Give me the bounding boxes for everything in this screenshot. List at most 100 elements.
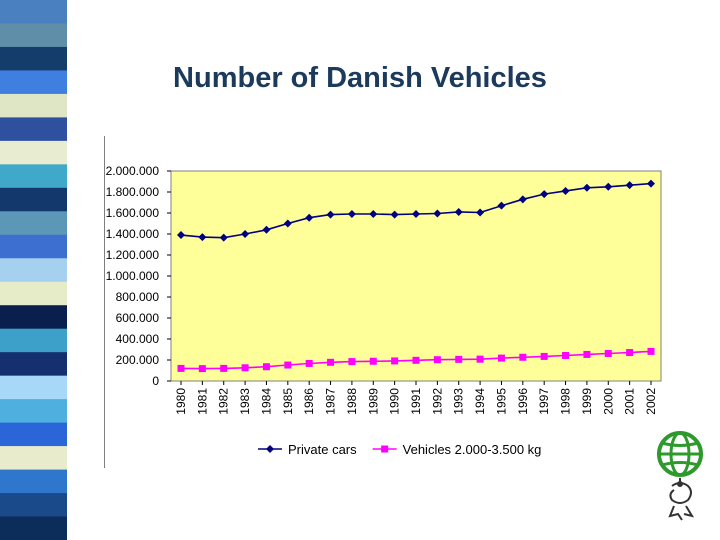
x-tick-label: 1992 — [430, 388, 444, 415]
stripe-block — [0, 70, 67, 95]
x-tick-label: 1987 — [324, 388, 338, 415]
stripe-block — [0, 23, 67, 48]
data-point-square — [562, 351, 570, 359]
stripe-block — [0, 46, 67, 71]
x-tick-label: 1983 — [238, 388, 252, 415]
data-point-diamond — [647, 179, 655, 188]
x-tick-label: 1988 — [345, 388, 359, 415]
slide-divider-line — [104, 136, 105, 468]
data-point-square — [391, 357, 399, 365]
x-tick-label: 2002 — [644, 388, 658, 415]
y-tick-label: 1.800.000 — [106, 185, 160, 199]
globe-logo-icon — [657, 431, 703, 521]
data-point-diamond — [476, 208, 485, 217]
stripe-block — [0, 422, 67, 447]
legend-label: Vehicles 2.000-3.500 kg — [403, 442, 542, 457]
data-point-square — [412, 356, 420, 364]
data-point-square — [476, 355, 484, 363]
slide-title: Number of Danish Vehicles — [173, 62, 547, 94]
data-point-diamond — [561, 186, 570, 195]
stripe-block — [0, 305, 67, 330]
x-tick-label: 1981 — [195, 388, 209, 415]
x-tick-label: 2000 — [601, 388, 615, 415]
x-tick-label: 1985 — [281, 388, 295, 415]
stripe-block — [0, 211, 67, 236]
stripe-block — [0, 164, 67, 189]
y-tick-label: 1.000.000 — [106, 269, 160, 283]
data-point-square — [583, 350, 591, 358]
y-tick-label: 1.200.000 — [106, 248, 160, 262]
x-tick-label: 1995 — [494, 388, 508, 415]
data-point-square — [177, 364, 185, 372]
data-point-diamond — [582, 183, 591, 192]
y-tick-label: 800.000 — [116, 290, 160, 304]
data-point-square — [284, 361, 292, 369]
x-tick-label: 1993 — [452, 388, 466, 415]
y-tick-label: 1.600.000 — [106, 206, 160, 220]
stripe-block — [0, 328, 67, 353]
decorative-color-stripe — [0, 0, 67, 540]
data-point-square — [455, 355, 463, 363]
stripe-block — [0, 93, 67, 118]
data-point-diamond — [326, 210, 335, 219]
x-tick-label: 1996 — [516, 388, 530, 415]
data-point-diamond — [412, 210, 420, 219]
data-point-square — [626, 349, 634, 357]
data-point-square — [369, 357, 377, 365]
data-point-diamond — [454, 207, 463, 216]
stripe-block — [0, 469, 67, 494]
y-tick-label: 600.000 — [116, 311, 160, 325]
data-point-diamond — [604, 182, 613, 191]
x-tick-label: 2001 — [623, 388, 637, 415]
stripe-block — [0, 446, 67, 471]
x-tick-label: 1986 — [302, 388, 316, 415]
x-tick-label: 1982 — [217, 388, 231, 415]
plot-area — [170, 170, 662, 382]
stripe-block — [0, 187, 67, 212]
stripe-block — [0, 493, 67, 518]
data-point-square — [262, 363, 270, 371]
data-point-square — [540, 352, 548, 360]
data-point-diamond — [518, 195, 527, 204]
stripe-block — [0, 281, 67, 306]
data-point-diamond — [177, 231, 185, 240]
y-tick-label: 400.000 — [116, 332, 160, 346]
data-point-square — [305, 359, 313, 367]
stripe-block — [0, 352, 67, 377]
stripe-block — [0, 234, 67, 259]
data-point-diamond — [433, 209, 442, 218]
x-tick-label: 1990 — [388, 388, 402, 415]
legend-marker — [266, 445, 274, 453]
data-point-square — [348, 358, 356, 366]
y-tick-label: 200.000 — [116, 353, 160, 367]
data-point-square — [327, 358, 335, 366]
data-point-diamond — [540, 190, 549, 199]
stripe-block — [0, 375, 67, 400]
data-point-diamond — [283, 219, 292, 228]
stripe-block — [0, 516, 67, 540]
legend-label: Private cars — [288, 442, 357, 457]
data-point-square — [647, 347, 655, 355]
data-point-diamond — [347, 210, 356, 219]
x-tick-label: 1991 — [409, 388, 423, 415]
stripe-block — [0, 399, 67, 424]
data-point-diamond — [198, 233, 207, 242]
data-point-diamond — [369, 210, 378, 219]
stripe-block — [0, 117, 67, 142]
stripe-block — [0, 140, 67, 165]
legend-marker — [381, 445, 389, 453]
x-tick-label: 1999 — [580, 388, 594, 415]
data-point-diamond — [497, 201, 506, 210]
y-tick-label: 2.000.000 — [106, 164, 160, 178]
x-tick-label: 1989 — [366, 388, 380, 415]
data-point-diamond — [305, 213, 314, 222]
data-point-diamond — [390, 210, 399, 219]
x-tick-label: 1997 — [537, 388, 551, 415]
data-point-diamond — [219, 233, 228, 242]
data-point-square — [604, 349, 612, 357]
data-point-square — [241, 364, 249, 372]
data-point-square — [519, 353, 527, 361]
data-point-diamond — [241, 230, 250, 238]
x-tick-label: 1980 — [174, 388, 188, 415]
